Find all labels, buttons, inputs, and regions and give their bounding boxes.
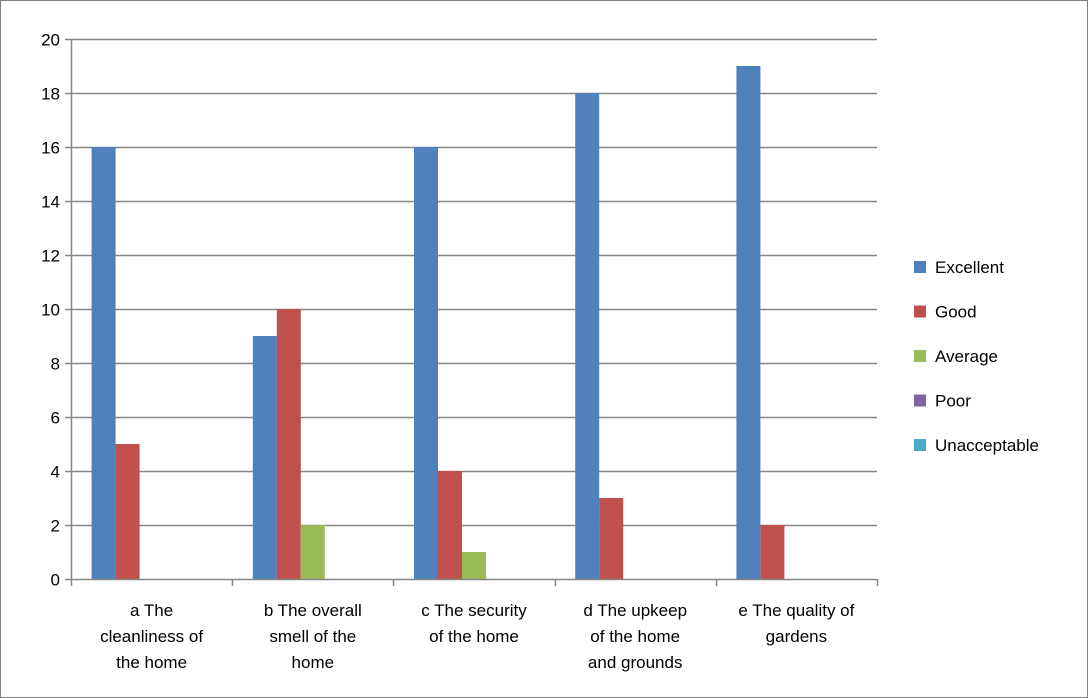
bar-good-4 xyxy=(760,525,785,579)
legend-swatch-unacceptable xyxy=(914,439,926,451)
legend-swatch-poor xyxy=(914,394,926,407)
legend-label-average: Average xyxy=(935,347,998,366)
x-category-label: and grounds xyxy=(588,653,683,672)
bar-average-2 xyxy=(462,552,486,579)
y-tick-label: 20 xyxy=(41,31,60,50)
x-category-label: c The security xyxy=(421,601,527,620)
y-tick-label: 10 xyxy=(41,301,60,320)
y-tick-label: 8 xyxy=(51,355,60,374)
bar-excellent-1 xyxy=(252,336,277,579)
y-tick-label: 18 xyxy=(41,85,60,104)
x-category-label: of the home xyxy=(590,627,680,646)
x-category-label: cleanliness of xyxy=(100,627,203,646)
x-category-label: home xyxy=(292,653,335,672)
legend: Excellent Good Average Poor Unacceptable xyxy=(914,258,1039,455)
x-category-label: d The upkeep xyxy=(583,601,687,620)
y-tick-label: 16 xyxy=(41,139,60,158)
legend-swatch-good xyxy=(914,305,926,318)
y-tick-label: 6 xyxy=(51,409,60,428)
legend-label-poor: Poor xyxy=(935,392,971,411)
x-category-label: b The overall xyxy=(264,601,362,620)
x-category-label: smell of the xyxy=(269,627,356,646)
y-tick-label: 2 xyxy=(51,517,60,536)
legend-label-good: Good xyxy=(935,303,977,322)
legend-label-excellent: Excellent xyxy=(935,258,1004,277)
x-category-label: the home xyxy=(116,653,187,672)
x-category-label: a The xyxy=(130,601,173,620)
bar-good-1 xyxy=(276,309,301,579)
x-axis-labels: a The cleanliness of the home b The overall… xyxy=(100,601,855,672)
x-category-label: gardens xyxy=(766,627,827,646)
bars xyxy=(91,66,785,579)
y-tick-label: 12 xyxy=(41,247,60,266)
y-tick-label: 0 xyxy=(51,571,60,590)
bar-excellent-0 xyxy=(91,147,116,579)
axes xyxy=(70,39,879,586)
gridlines xyxy=(71,38,877,527)
legend-swatch-average xyxy=(914,350,926,362)
y-tick-label: 14 xyxy=(41,193,60,212)
bar-excellent-4 xyxy=(736,66,761,579)
legend-swatch-excellent xyxy=(914,261,926,273)
bar-good-3 xyxy=(599,498,624,579)
x-category-label: e The quality of xyxy=(738,601,854,620)
x-category-label: of the home xyxy=(429,627,519,646)
bar-good-2 xyxy=(438,471,462,579)
y-tick-label: 4 xyxy=(51,463,60,482)
bar-excellent-3 xyxy=(575,93,600,579)
y-axis-ticks: 0 2 4 6 8 10 12 14 16 18 20 xyxy=(41,31,71,590)
bar-average-1 xyxy=(300,525,325,579)
legend-label-unacceptable: Unacceptable xyxy=(935,436,1039,455)
bar-excellent-2 xyxy=(414,147,438,579)
bar-good-0 xyxy=(115,444,140,579)
